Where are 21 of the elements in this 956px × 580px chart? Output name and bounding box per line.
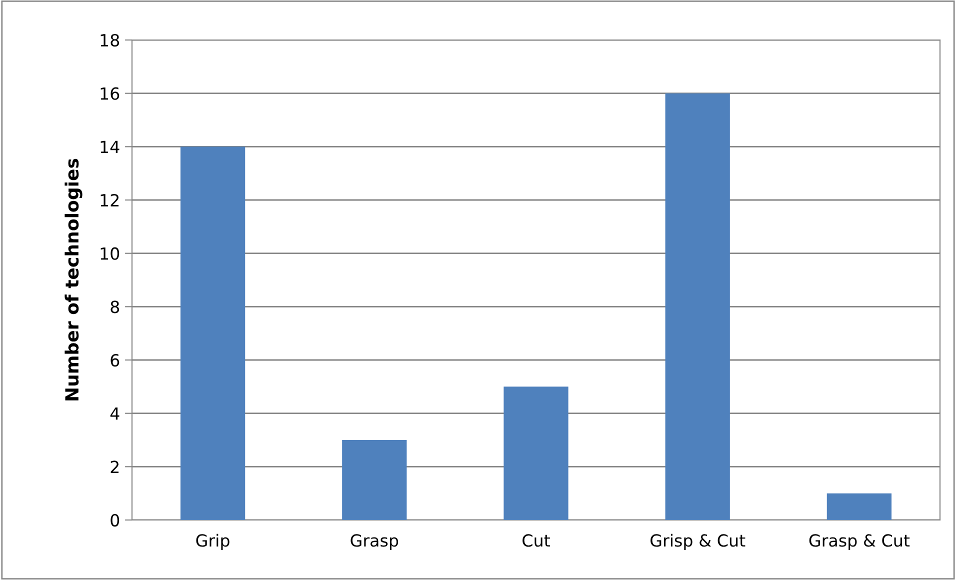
bar <box>342 440 407 520</box>
y-tick-label: 10 <box>100 247 120 260</box>
y-tick-label: 14 <box>100 140 120 153</box>
y-tick-label: 0 <box>110 514 120 527</box>
x-tick-label: Grisp & Cut <box>650 534 746 550</box>
y-tick-label: 2 <box>110 460 119 473</box>
x-tick-label: Cut <box>522 534 550 547</box>
y-axis-title: Number of technologies <box>64 158 82 400</box>
x-tick-label: Grasp & Cut <box>809 534 910 550</box>
y-tick-label: 4 <box>110 408 120 420</box>
y-tick-label: 12 <box>100 194 119 206</box>
x-tick-label: Grasp <box>350 534 398 550</box>
x-tick-label: Grip <box>196 534 230 550</box>
bar <box>826 493 892 520</box>
y-tick-label: 6 <box>110 354 120 367</box>
bar <box>180 146 246 520</box>
y-tick-label: 8 <box>110 300 120 314</box>
y-tick-label: 18 <box>100 34 120 47</box>
y-tick-label: 16 <box>100 87 120 100</box>
bar <box>504 386 568 520</box>
bar <box>665 93 730 520</box>
